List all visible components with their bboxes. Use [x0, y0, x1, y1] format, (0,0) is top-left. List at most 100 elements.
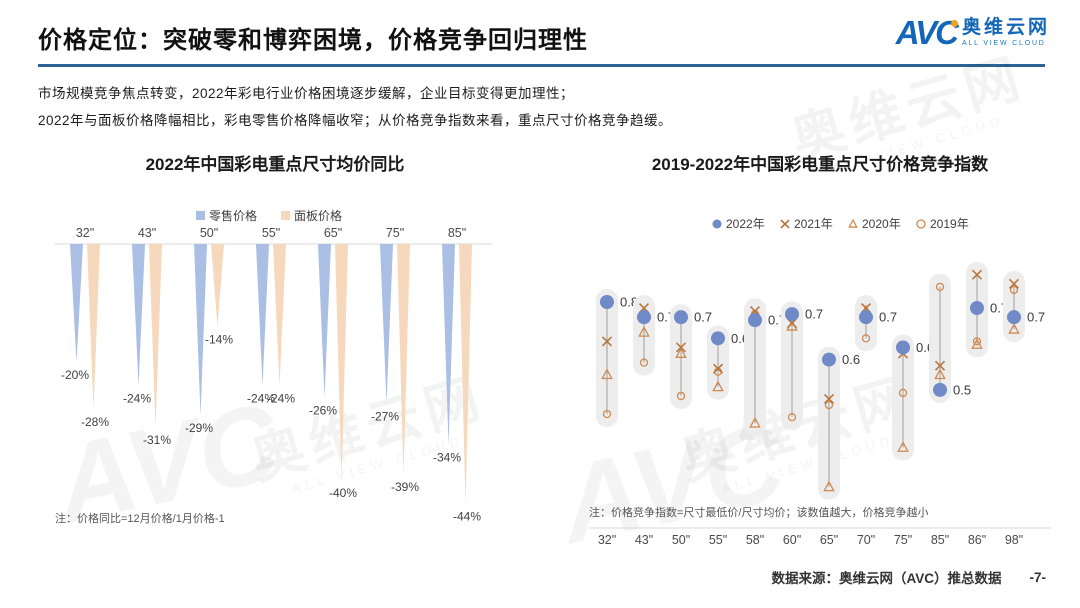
index-value-label: 0.7: [1027, 310, 1045, 325]
size-label: 55": [709, 533, 727, 547]
size-label: 65": [820, 533, 838, 547]
avc-logo-name: 奥维云网: [961, 17, 1050, 38]
retail-value-label: -29%: [185, 421, 213, 435]
left-chart-note: 注：价格同比=12月价格/1月价格-1: [55, 511, 225, 525]
panel-value-label: -31%: [143, 433, 171, 447]
avc-logo: AVC 奥维云网 ALL VIEW CLOUD: [896, 16, 1050, 49]
retail-spike: [380, 244, 393, 404]
panel-spike: [397, 244, 410, 475]
size-label: 70": [857, 533, 875, 547]
marker-2019: [1009, 285, 1019, 295]
marker-2019: [935, 282, 945, 292]
avc-logo-abbr: AVC: [895, 14, 959, 51]
retail-spike: [132, 244, 145, 386]
size-label: 32": [76, 226, 94, 240]
panel-value-label: -24%: [267, 392, 295, 406]
panel-spike: [87, 244, 100, 410]
panel-value-label: -39%: [391, 480, 419, 494]
retail-spike: [256, 244, 269, 386]
marker-2022: [896, 340, 910, 355]
marker-2022: [822, 352, 836, 367]
index-value-label: 0.7: [694, 310, 712, 325]
marker-2021: [712, 363, 724, 374]
retail-spike: [318, 244, 331, 398]
footer: 数据来源：奥维云网（AVC）推总数据 -7-: [771, 567, 1046, 587]
marker-2022: [637, 310, 651, 325]
marker-2021: [823, 393, 835, 405]
marker-2022: [785, 307, 799, 322]
marker-2019: [972, 337, 982, 346]
panel-value-label: -40%: [329, 486, 357, 500]
index-value-label: 0.5: [953, 382, 971, 397]
marker-2022: [859, 310, 873, 325]
legend-label-2020年: 2020年: [862, 217, 901, 231]
marker-2022: [712, 219, 722, 229]
size-label: 50": [200, 226, 218, 240]
panel-spike: [273, 244, 286, 386]
panel-spike: [211, 244, 224, 327]
legend-label-2019年: 2019年: [930, 217, 969, 231]
size-label: 32": [598, 533, 616, 547]
size-label: 43": [635, 533, 653, 547]
marker-2020: [601, 368, 613, 380]
data-source: 数据来源：奥维云网（AVC）推总数据: [771, 571, 1002, 586]
panel-value-label: -44%: [453, 510, 481, 524]
marker-2021: [780, 219, 790, 229]
marker-2022: [711, 331, 725, 346]
marker-2019: [916, 219, 926, 229]
legend-label-panel: 面板价格: [294, 208, 342, 223]
intro-line-1: 市场规模竞争焦点转变，2022年彩电行业价格困境逐步缓解，企业目标变得更加理性；: [38, 86, 575, 101]
size-label: 65": [324, 226, 342, 240]
size-label: 75": [894, 533, 912, 547]
retail-value-label: -34%: [433, 451, 461, 465]
retail-spike: [442, 244, 455, 445]
marker-2022: [933, 382, 947, 397]
legend-label-2021年: 2021年: [794, 217, 833, 231]
size-label: 75": [386, 226, 404, 240]
size-label: 50": [672, 533, 690, 547]
legend-label-retail: 零售价格: [209, 208, 257, 223]
right-chart-title: 2019-2022年中国彩电重点尺寸价格竞争指数: [652, 154, 989, 174]
marker-2019: [787, 412, 797, 422]
size-label: 85": [931, 533, 949, 547]
legend-swatch-panel: [281, 211, 290, 220]
marker-2022: [674, 310, 688, 325]
retail-spike: [194, 244, 207, 416]
retail-value-label: -26%: [309, 403, 337, 417]
avc-logo-text: 奥维云网 ALL VIEW CLOUD: [962, 18, 1050, 47]
marker-2019: [639, 358, 649, 367]
legend-swatch-retail: [196, 211, 205, 220]
marker-2019: [602, 409, 612, 419]
marker-2022: [600, 295, 614, 309]
marker-2020: [823, 480, 835, 492]
legend-label-2022年: 2022年: [726, 217, 765, 231]
avc-logo-tagline: ALL VIEW CLOUD: [961, 40, 1046, 47]
marker-2020: [749, 416, 761, 428]
marker-2020: [675, 347, 687, 358]
right-chart-note: 注：价格竞争指数=尺寸最低价/尺寸均价；该数值越大，价格竞争越小: [589, 505, 928, 519]
retail-spike: [70, 244, 83, 362]
marker-2021: [934, 360, 946, 371]
index-value-label: 0.6: [842, 352, 860, 367]
marker-2022: [748, 313, 762, 328]
avc-logo-dot-icon: [950, 20, 958, 27]
size-label: 55": [262, 226, 280, 240]
page-title: 价格定位：突破零和博弈困境，价格竞争回归理性: [38, 27, 588, 54]
panel-value-label: -14%: [205, 333, 233, 347]
marker-2020: [971, 338, 983, 349]
intro-line-2: 2022年与面板价格降幅相比，彩电零售价格降幅收窄；从价格竞争指数来看，重点尺寸…: [38, 113, 673, 128]
marker-2020: [897, 441, 909, 452]
price-competition-index-chart: 2019-2022年中国彩电重点尺寸价格竞争指数 2022年 2021年 2020年 2…: [589, 154, 1051, 547]
retail-value-label: -24%: [247, 392, 275, 406]
marker-2019: [824, 400, 834, 410]
retail-value-label: -20%: [61, 368, 89, 382]
marker-2020: [934, 368, 946, 380]
size-label: 43": [138, 226, 156, 240]
marker-2019: [898, 388, 908, 398]
marker-2019: [676, 391, 686, 401]
marker-2020: [1008, 322, 1020, 334]
marker-2019: [861, 334, 871, 343]
marker-2021: [1008, 278, 1020, 289]
